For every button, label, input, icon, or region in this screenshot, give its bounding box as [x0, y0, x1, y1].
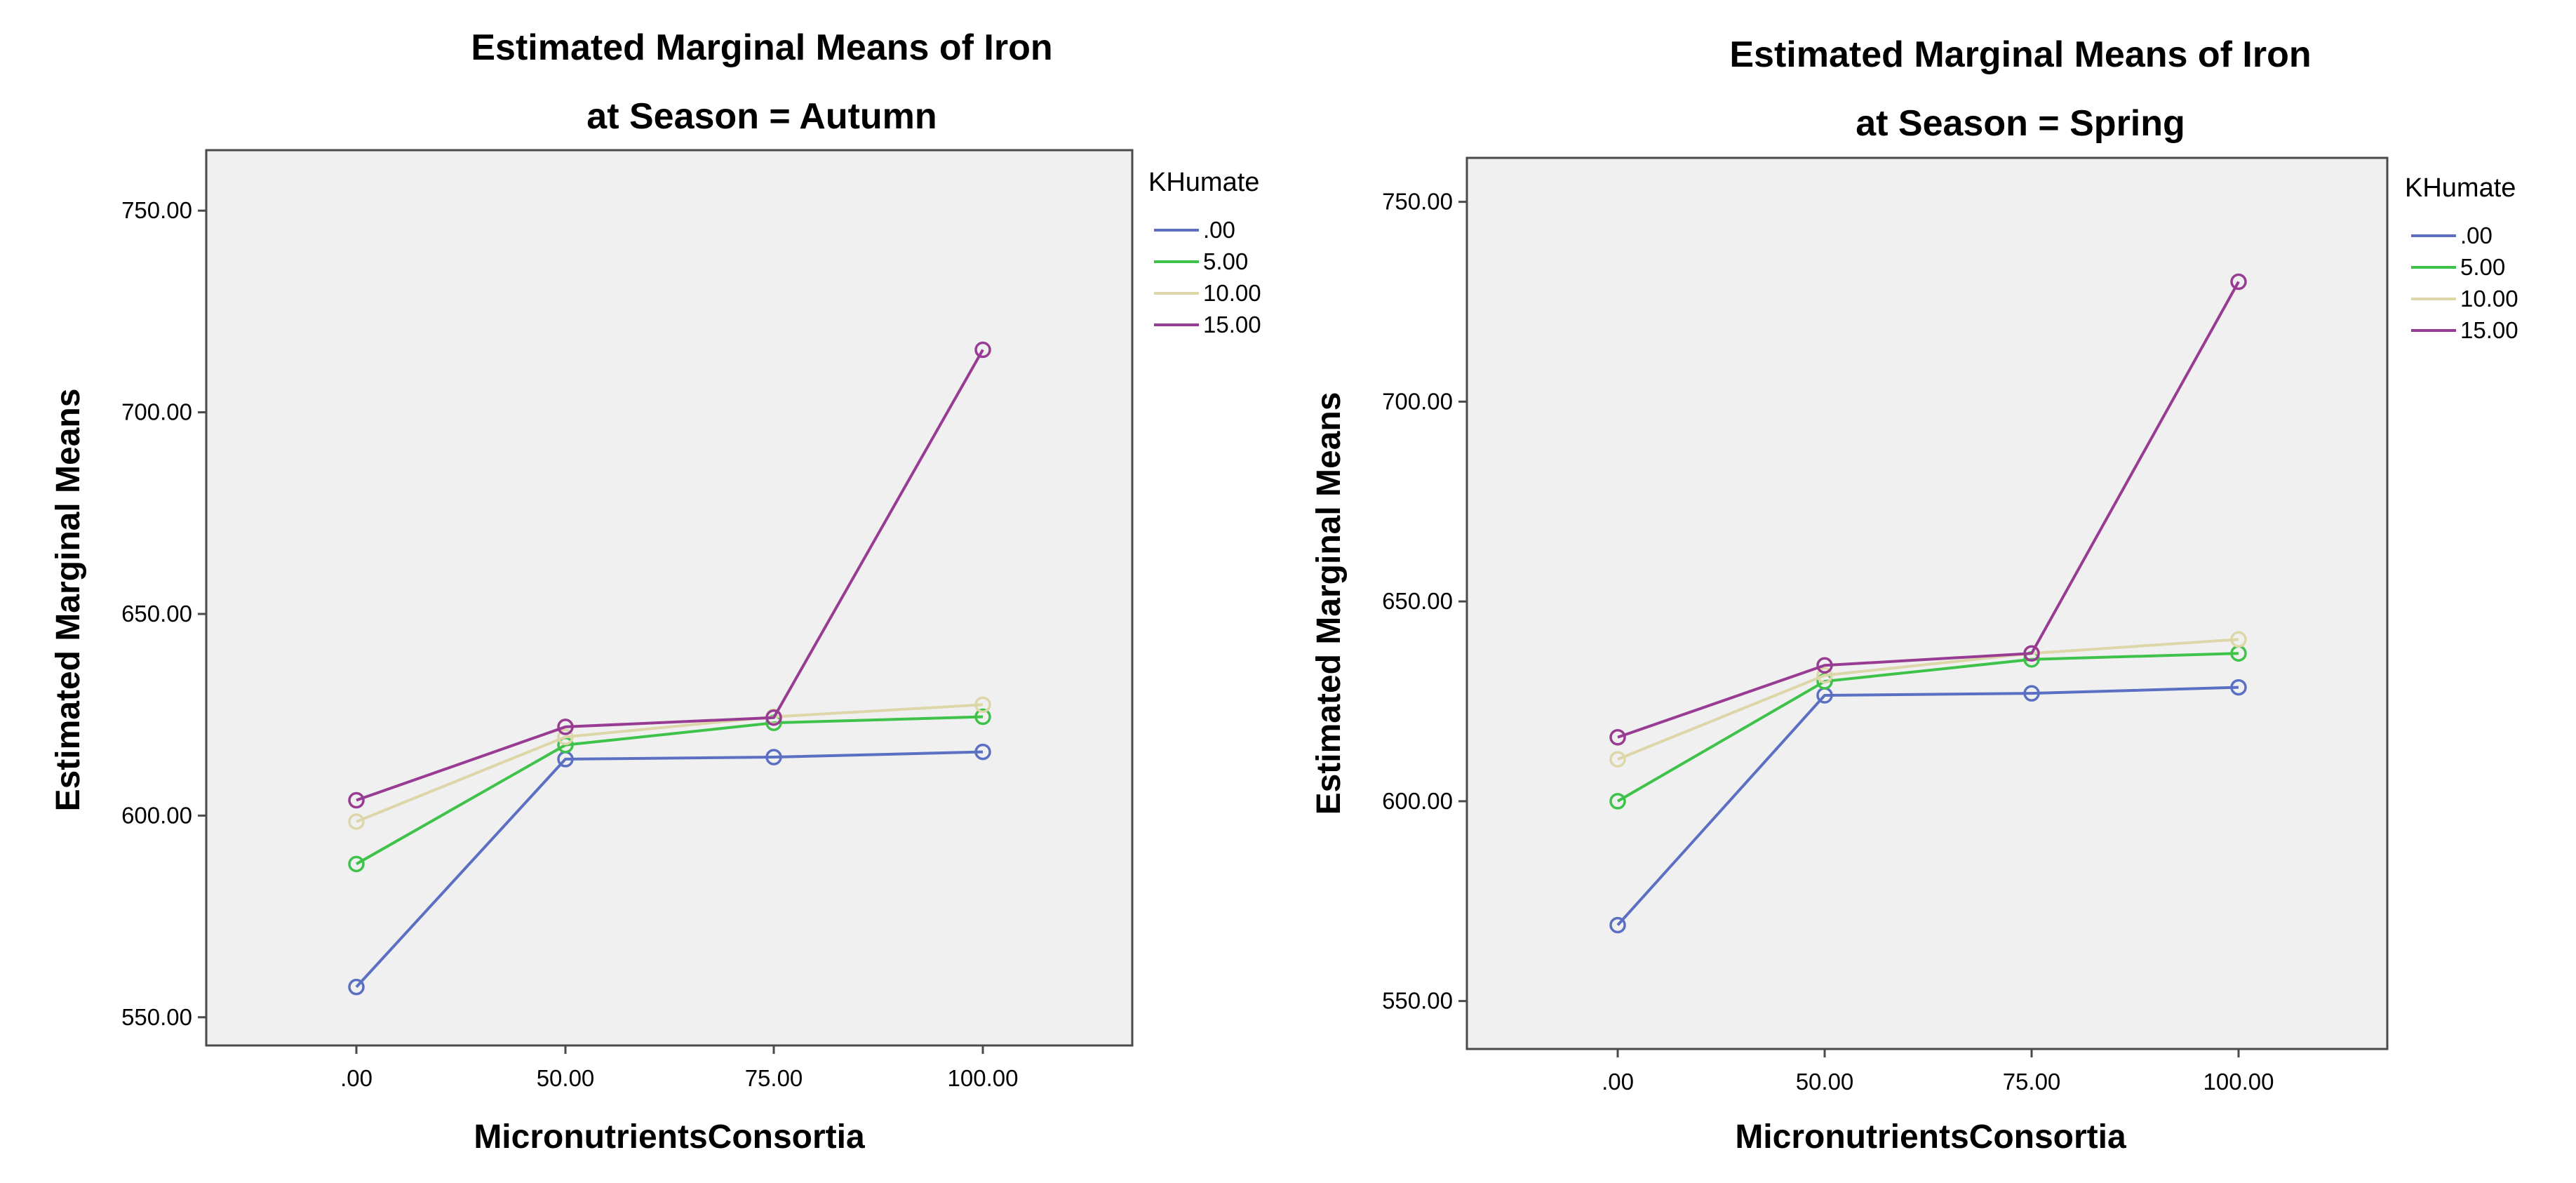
data-point	[974, 696, 991, 714]
y-tick-label: 600.00	[121, 802, 192, 828]
y-tick-label: 750.00	[1382, 189, 1453, 215]
chart-spring: Estimated Marginal Means of Iron at Seas…	[1310, 34, 2518, 1156]
y-tick-label: 650.00	[1382, 588, 1453, 614]
x-tick-label: 75.00	[2003, 1069, 2061, 1095]
legend-label: 5.00	[2460, 254, 2505, 280]
data-point	[1609, 793, 1626, 810]
legend: KHumate .00 5.00 10.00 15.00	[2405, 173, 2518, 343]
data-point	[2230, 679, 2247, 696]
data-point	[1816, 667, 1833, 684]
series-line-5p00	[1616, 652, 2239, 803]
y-axis: 550.00 600.00 650.00 700.00 750.00	[121, 197, 206, 1030]
y-tick-label: 550.00	[121, 1004, 192, 1030]
chart-title: Estimated Marginal Means of Iron	[1729, 34, 2311, 75]
legend-label: .00	[2460, 222, 2493, 248]
data-point	[1816, 657, 1833, 674]
y-tick-label: 650.00	[121, 601, 192, 627]
data-point	[1609, 729, 1626, 746]
data-point	[348, 978, 365, 996]
x-tick-label: 100.00	[2203, 1069, 2274, 1095]
x-tick-label: 50.00	[537, 1065, 595, 1091]
data-point	[974, 341, 991, 359]
plot-area	[205, 149, 1134, 1047]
y-tick-label: 600.00	[1382, 788, 1453, 814]
data-point	[2023, 685, 2040, 702]
y-tick-label: 750.00	[121, 197, 192, 223]
data-point	[974, 708, 991, 726]
legend-label: 5.00	[1203, 248, 1248, 274]
data-point	[974, 743, 991, 761]
x-axis-title: MicronutrientsConsortia	[474, 1118, 865, 1156]
legend: KHumate .00 5.00 10.00 15.00	[1148, 168, 1261, 337]
data-point	[348, 855, 365, 873]
y-tick-label: 550.00	[1382, 988, 1453, 1014]
data-point	[765, 709, 782, 726]
data-point	[1609, 916, 1626, 934]
plot-area	[1465, 156, 2389, 1050]
y-axis-title: Estimated Marginal Means	[1310, 392, 1348, 815]
chart-subtitle: at Season = Spring	[1856, 103, 2185, 144]
y-axis: 550.00 600.00 650.00 700.00 750.00	[1382, 189, 1467, 1014]
legend-title: KHumate	[2405, 173, 2516, 203]
series-line-15p00	[1617, 281, 2240, 739]
chart-title: Estimated Marginal Means of Iron	[471, 27, 1052, 68]
chart-autumn: Estimated Marginal Means of Iron at Seas…	[50, 27, 1261, 1156]
series-line-p00	[355, 750, 984, 989]
x-tick-label: 100.00	[948, 1065, 1019, 1091]
x-axis-title: MicronutrientsConsortia	[1735, 1118, 2126, 1156]
x-tick-label: 75.00	[745, 1065, 803, 1091]
series-line-10p00	[356, 703, 984, 823]
legend-title: KHumate	[1148, 168, 1259, 197]
legend-label: 10.00	[2460, 286, 2518, 312]
x-tick-label: .00	[1602, 1069, 1634, 1095]
data-point	[348, 813, 365, 830]
data-point	[2023, 645, 2040, 662]
data-point	[557, 728, 574, 746]
series-group	[348, 341, 991, 996]
series-line-p00	[1616, 686, 2239, 926]
series-line-10p00	[1617, 638, 2239, 761]
x-axis: .00 50.00 75.00 100.00	[340, 1045, 1018, 1091]
series-line-15p00	[356, 349, 984, 802]
data-point	[2230, 631, 2247, 648]
legend-label: 10.00	[1203, 280, 1261, 306]
data-point	[2230, 273, 2247, 290]
chart-subtitle: at Season = Autumn	[586, 96, 937, 137]
x-tick-label: .00	[340, 1065, 373, 1091]
series-group	[1609, 273, 2247, 934]
data-point	[348, 791, 365, 809]
x-axis: .00 50.00 75.00 100.00	[1602, 1049, 2274, 1095]
legend-label: 15.00	[2460, 317, 2518, 343]
data-point	[557, 719, 574, 735]
legend-label: 15.00	[1203, 312, 1261, 337]
y-tick-label: 700.00	[121, 399, 192, 425]
series-line-5p00	[356, 715, 984, 866]
data-point	[765, 749, 782, 766]
data-point	[1609, 751, 1626, 768]
x-tick-label: 50.00	[1796, 1069, 1854, 1095]
y-axis-title: Estimated Marginal Means	[50, 389, 87, 812]
legend-label: .00	[1203, 217, 1235, 243]
y-tick-label: 700.00	[1382, 388, 1453, 414]
